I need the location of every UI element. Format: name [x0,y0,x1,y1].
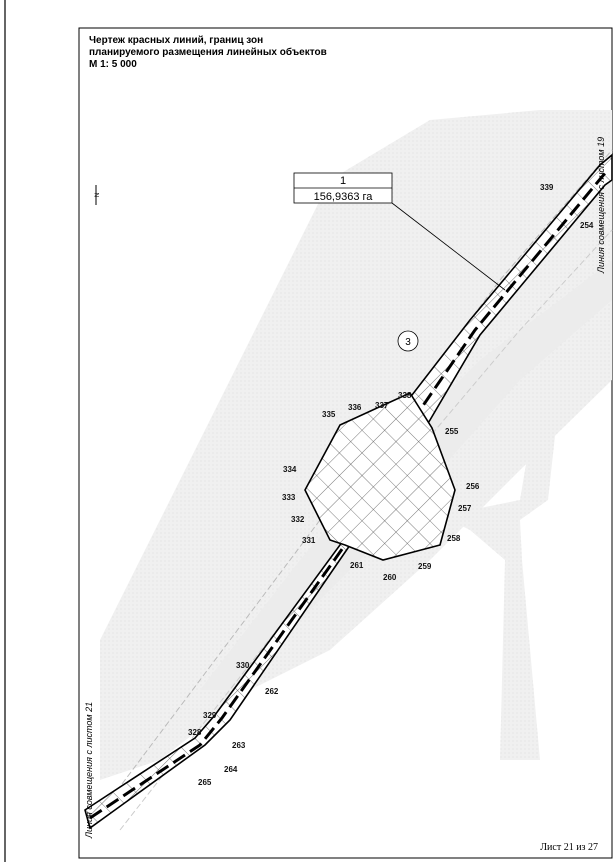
point-label: 337 [375,401,389,410]
point-label: 265 [198,778,212,787]
point-label: 336 [348,403,362,412]
parcel-number: 1 [340,175,346,187]
join-line-label: Линия совмещения с листом 21 [84,702,94,839]
inner-frame [78,27,613,859]
point-labels: 339 254 338 337 336 335 255 334 333 332 331 256 257 2… [188,183,594,787]
parcel-area: 156,9363 га [314,191,374,203]
scale: М 1: 5 000 [89,59,137,70]
point-label: 329 [203,711,217,720]
sheet-number: Лист 21 из 27 [540,842,598,853]
point-label: 332 [291,515,305,524]
point-label: 260 [383,573,397,582]
north-label: N [95,193,101,197]
point-label: 264 [224,765,238,774]
road-area [450,380,560,760]
point-label: 334 [283,465,297,474]
point-label: 262 [265,687,279,696]
zone-marker-label: 3 [405,337,411,348]
point-label: 256 [466,482,480,491]
title-line: планируемого размещения линейных объекто… [89,46,327,58]
axis-line [89,171,608,820]
point-label: 259 [418,562,432,571]
leader [391,202,506,291]
hatched-zone [304,391,456,561]
point-label: 254 [580,221,594,230]
corridor [84,153,613,830]
point-label: 257 [458,504,472,513]
point-label: 331 [302,536,316,545]
title-line: Чертеж красных линий, границ зон [89,35,263,46]
point-label: 335 [322,410,336,419]
point-label: 330 [236,661,250,670]
road-edge [119,229,613,831]
point-label: 261 [350,561,364,570]
point-label: 339 [540,183,554,192]
zone-marker [397,330,419,352]
road-edge [94,149,613,821]
point-label: 255 [445,427,459,436]
point-label: 338 [398,391,412,400]
point-label: 258 [447,534,461,543]
join-line-label: Линия совмещения с листом 19 [596,137,606,274]
point-label: 328 [188,728,202,737]
point-label: 333 [282,493,296,502]
point-label: 263 [232,741,246,750]
